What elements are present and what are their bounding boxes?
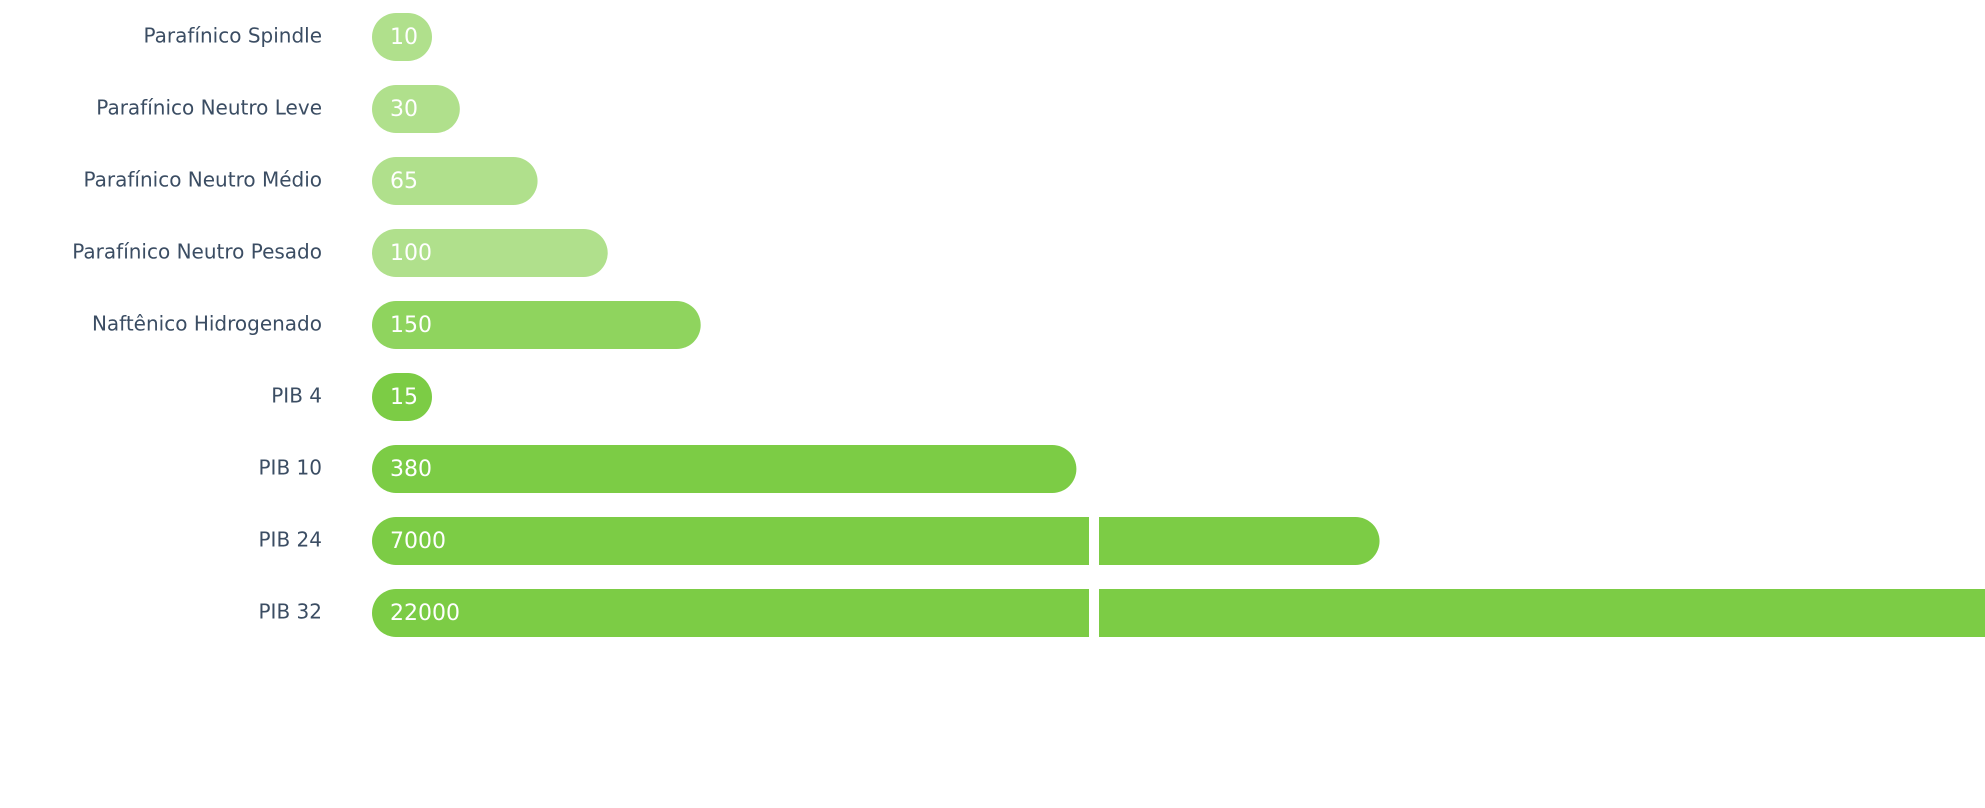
category-label: PIB 4	[271, 384, 322, 408]
category-label: PIB 24	[259, 528, 323, 552]
category-label: Parafínico Spindle	[144, 24, 323, 48]
category-label: Parafínico Neutro Pesado	[72, 240, 322, 264]
value-label: 15	[390, 385, 418, 410]
value-label: 380	[390, 457, 432, 482]
bar	[372, 373, 432, 421]
category-label: Parafínico Neutro Leve	[96, 96, 322, 120]
axis-break	[1088, 587, 1099, 639]
value-label: 30	[390, 97, 418, 122]
value-label: 150	[390, 313, 432, 338]
category-label: Parafínico Neutro Médio	[83, 168, 322, 192]
bar	[372, 157, 538, 205]
value-label: 100	[390, 241, 432, 266]
bar	[372, 85, 460, 133]
bar	[372, 13, 432, 61]
axis-break	[1088, 515, 1099, 567]
bar	[372, 517, 1380, 565]
bar	[372, 301, 701, 349]
value-label: 22000	[390, 601, 460, 626]
category-label: PIB 10	[259, 456, 323, 480]
bar	[372, 229, 608, 277]
value-label: 65	[390, 169, 418, 194]
value-label: 7000	[390, 529, 446, 554]
category-label: PIB 32	[259, 600, 323, 624]
category-label: Naftênico Hidrogenado	[92, 312, 322, 336]
value-label: 10	[390, 25, 418, 50]
bar	[372, 589, 1985, 637]
bar	[372, 445, 1077, 493]
